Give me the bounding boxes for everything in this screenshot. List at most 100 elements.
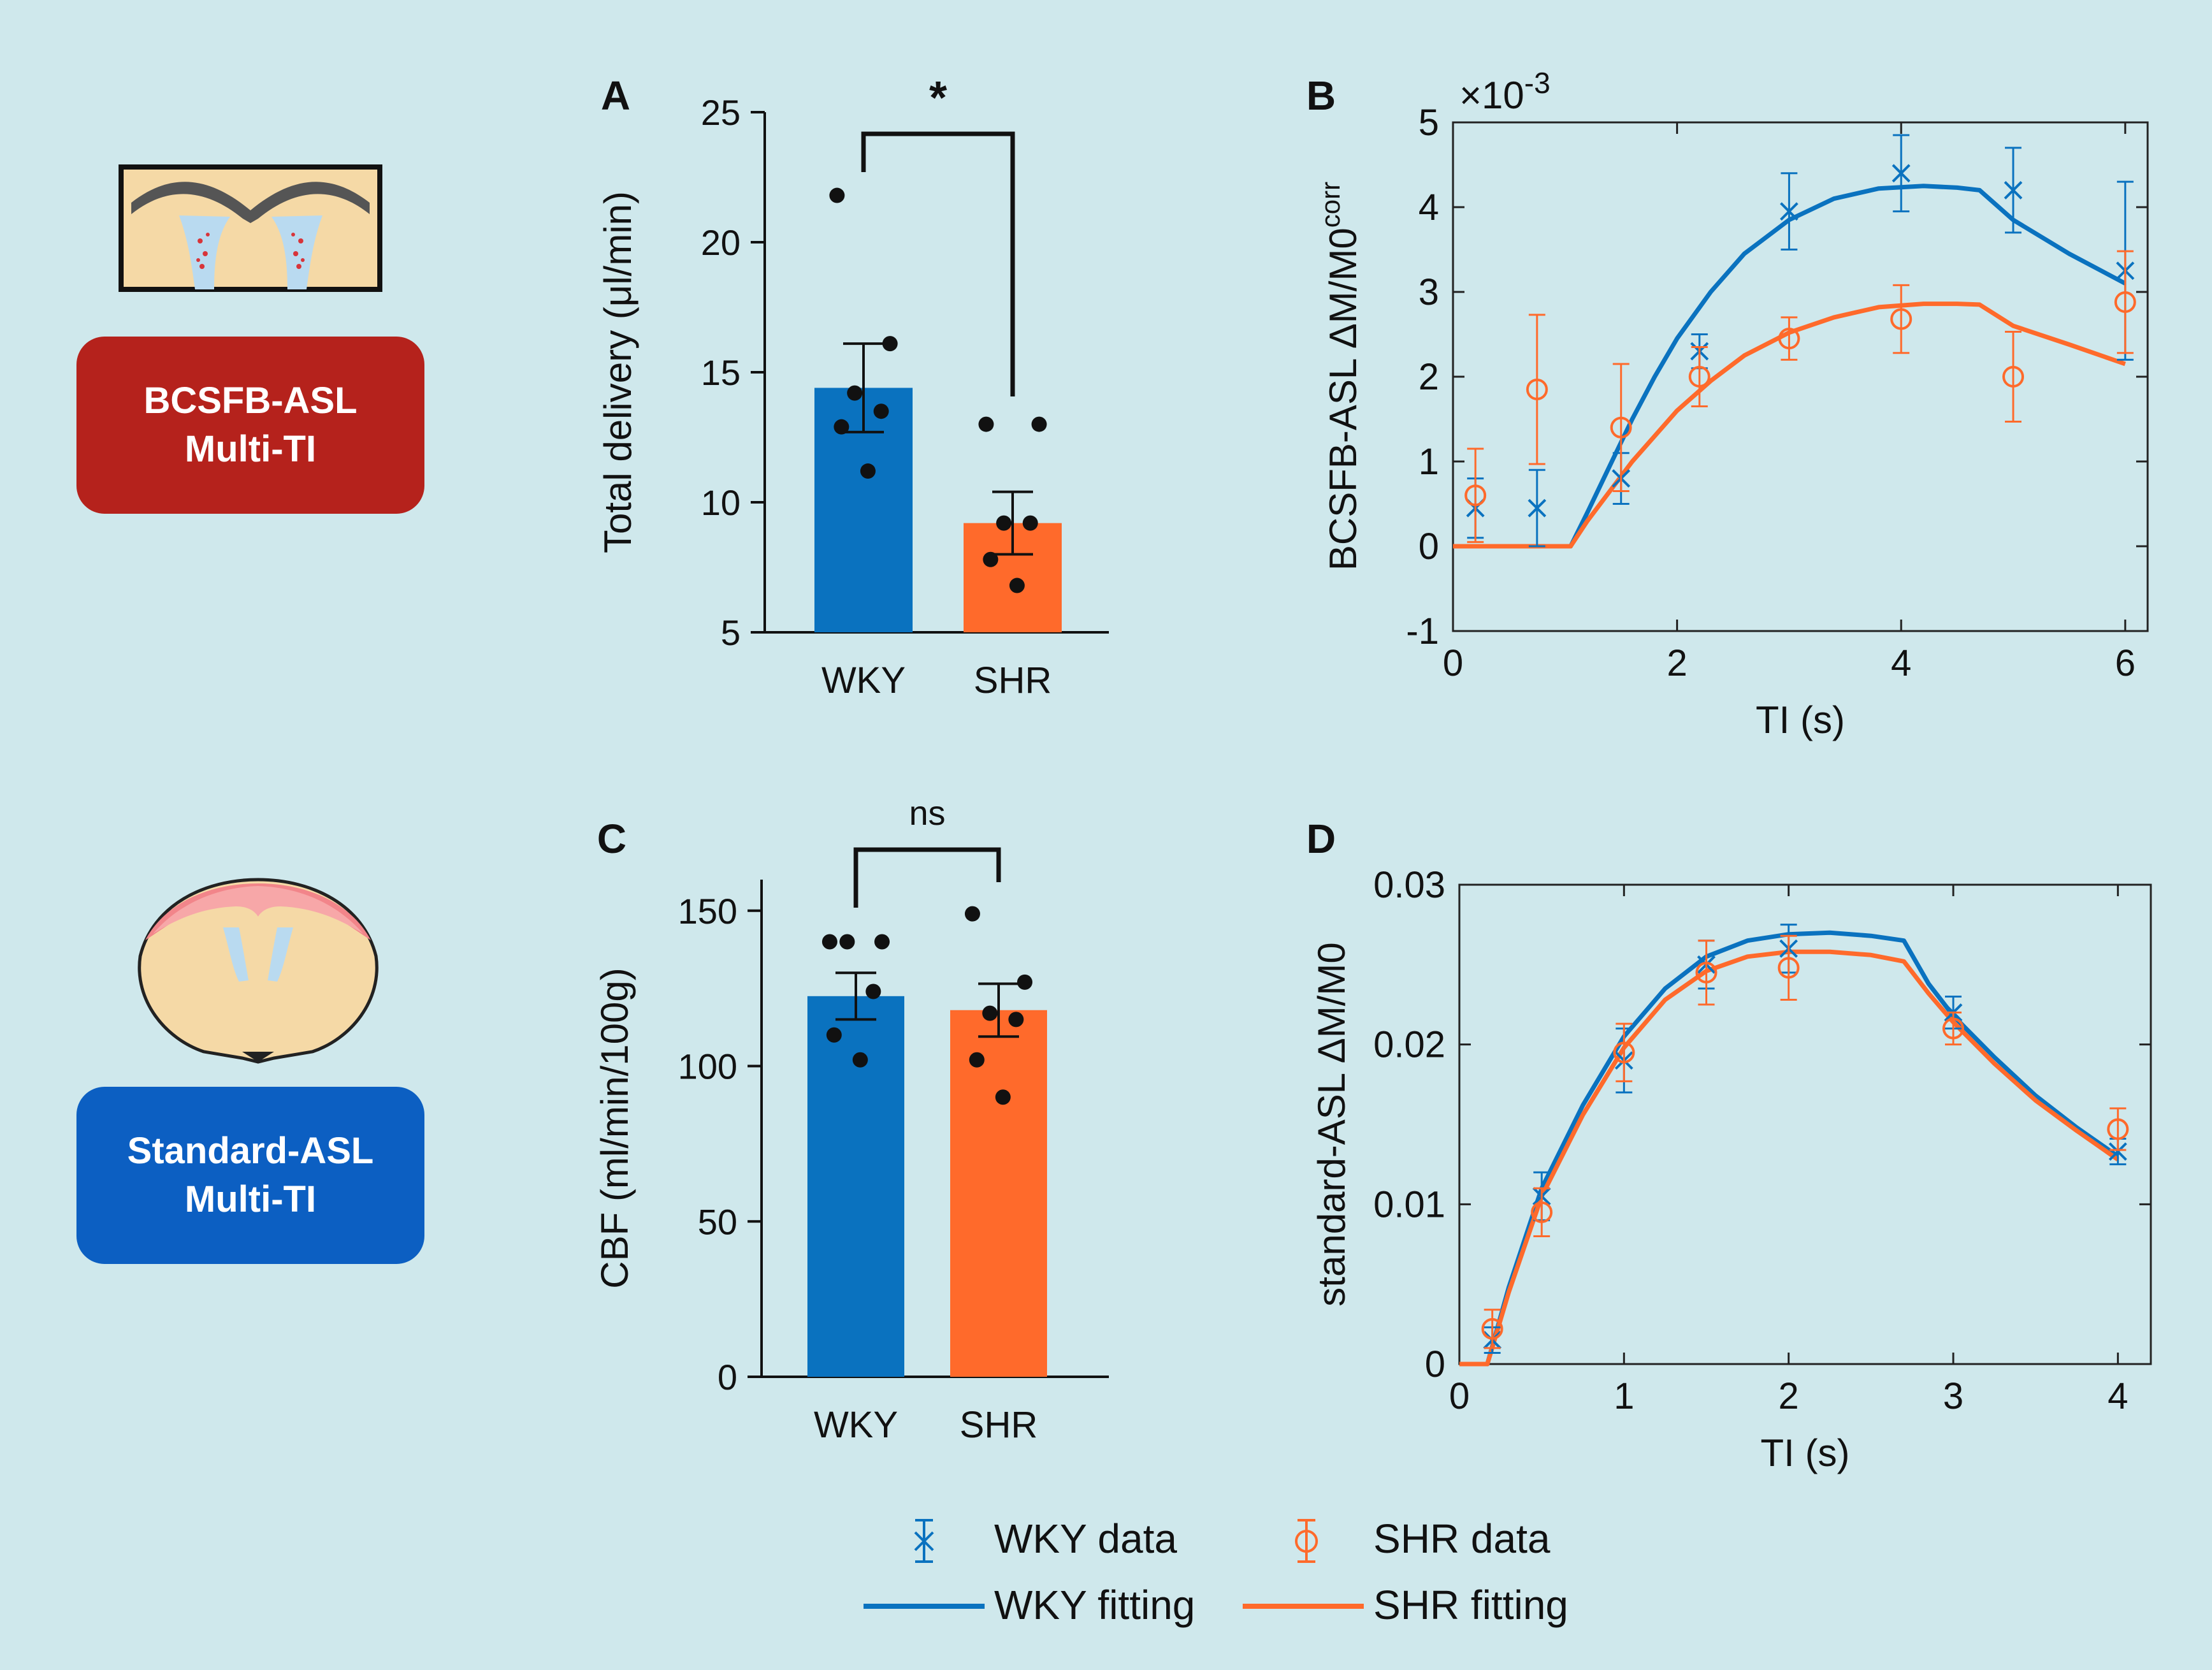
data-point [826, 1027, 842, 1043]
shr-data-marker [2114, 291, 2136, 313]
data-point [969, 1052, 985, 1068]
bcsfb-badge-line1: BCSFB-ASL [143, 380, 358, 421]
x-tick-label: 2 [1666, 643, 1687, 684]
x-tick-label: 2 [1779, 1376, 1799, 1417]
data-point [964, 906, 980, 922]
plot-frame [1458, 883, 2152, 1365]
y-tick-label: 0.03 [1373, 864, 1445, 906]
axis-multiplier: ×10-3 [1459, 66, 1551, 117]
panel-label-d: D [1306, 816, 1336, 862]
data-point [852, 1052, 868, 1068]
shr-data-marker [1526, 378, 1548, 400]
y-axis-label: BCSFB-ASL ΔM/M0corr [1315, 182, 1364, 570]
shr-data-marker [1778, 328, 1800, 350]
data-point [978, 416, 994, 432]
y-tick-label: 5 [1419, 102, 1439, 143]
panel-label-c: C [597, 816, 626, 862]
panel-a: 5 10 15 20 25 Total delivery (μl/min) A WKY SHR * [596, 73, 1109, 701]
x-tick-label: 3 [1943, 1376, 1963, 1417]
shr-data-marker [1613, 1042, 1635, 1064]
y-tick-label: 4 [1419, 187, 1439, 228]
data-point [1008, 1012, 1024, 1027]
y-tick-label: -1 [1406, 611, 1439, 652]
x-tick-label: 1 [1614, 1376, 1634, 1417]
standard-badge-line1: Standard-ASL [127, 1130, 374, 1172]
data-point [874, 934, 890, 950]
shr-data-marker [1531, 1201, 1553, 1223]
y-tick-label: 20 [701, 222, 741, 263]
data-point [865, 984, 881, 999]
standard-badge-line2: Multi-TI [184, 1179, 317, 1220]
data-point [982, 1005, 998, 1021]
legend-shr-data-label: SHR data [1373, 1516, 1551, 1562]
data-point [834, 419, 849, 435]
y-tick-label: 0 [1419, 526, 1439, 567]
y-tick-label: 25 [701, 92, 741, 133]
data-point [860, 463, 876, 479]
y-tick-label: 10 [701, 483, 741, 523]
x-tick-label: SHR [960, 1404, 1037, 1446]
data-point [1022, 515, 1038, 531]
panel-label-a: A [601, 73, 630, 119]
data-point [1009, 577, 1025, 593]
y-tick-label: 100 [678, 1047, 737, 1087]
y-tick-label: 2 [1419, 356, 1439, 398]
y-tick-label: 0 [718, 1357, 737, 1397]
bcsfb-asl-badge: BCSFB-ASL Multi-TI [76, 337, 424, 514]
x-tick-label: 4 [1891, 643, 1911, 684]
shr-data-marker [1464, 484, 1487, 507]
x-axis-label: TI (s) [1761, 1432, 1850, 1474]
data-point [839, 934, 855, 950]
y-tick-label: 150 [678, 891, 737, 931]
legend-shr-fitting-label: SHR fitting [1373, 1582, 1568, 1628]
y-tick-label: 50 [698, 1202, 737, 1242]
data-point [1031, 416, 1047, 432]
data-point [1017, 974, 1033, 990]
data-point [995, 1089, 1011, 1105]
data-point [983, 551, 999, 567]
data-point [847, 385, 863, 401]
shr-data-marker [1777, 957, 1800, 979]
data-point [996, 515, 1012, 531]
wky-data-marker [2004, 180, 2023, 200]
shr-data-marker [1942, 1017, 1964, 1040]
coronal-brain-slice-icon [138, 878, 379, 1064]
legend-wky-data-label: WKY data [994, 1516, 1177, 1562]
x-tick-label: 6 [2115, 643, 2136, 684]
bar-wky [807, 996, 904, 1377]
y-tick-label: 0.02 [1373, 1024, 1445, 1066]
y-tick-label: 0 [1425, 1344, 1445, 1385]
significance-label: * [929, 73, 947, 124]
shr-data-marker [1890, 308, 1912, 330]
data-point [821, 934, 837, 950]
shr-data-marker [1688, 366, 1710, 388]
x-tick-label: WKY [814, 1404, 898, 1446]
x-tick-label: 0 [1443, 643, 1463, 684]
y-tick-label: 1 [1419, 441, 1439, 483]
shr-data-marker [1481, 1318, 1503, 1340]
x-tick-label: WKY [821, 660, 906, 701]
wky-data-marker [1891, 164, 1911, 183]
wky-data-marker [2108, 1142, 2127, 1161]
shr-data-marker [1695, 961, 1717, 984]
significance-bracket [861, 131, 1015, 396]
data-point [829, 187, 845, 203]
y-tick-label: 5 [721, 613, 741, 653]
plot-frame [1452, 121, 2149, 632]
y-axis-label: Total delivery (μl/min) [596, 191, 639, 553]
significance-bracket [853, 847, 1001, 908]
legend: WKY data SHR data WKY fitting SHR fitting [864, 1516, 1568, 1628]
bar-shr [950, 1010, 1047, 1377]
wky-fitting-line [1453, 184, 2127, 549]
y-tick-label: 15 [701, 352, 741, 393]
legend-wky-fitting-label: WKY fitting [994, 1582, 1195, 1628]
x-tick-label: 0 [1449, 1376, 1470, 1417]
data-point [882, 336, 898, 352]
shr-data-marker [1610, 416, 1632, 439]
x-axis-label: TI (s) [1756, 699, 1845, 741]
bcsfb-badge-line2: Multi-TI [184, 428, 317, 470]
x-tick-label: 4 [2107, 1376, 2128, 1417]
